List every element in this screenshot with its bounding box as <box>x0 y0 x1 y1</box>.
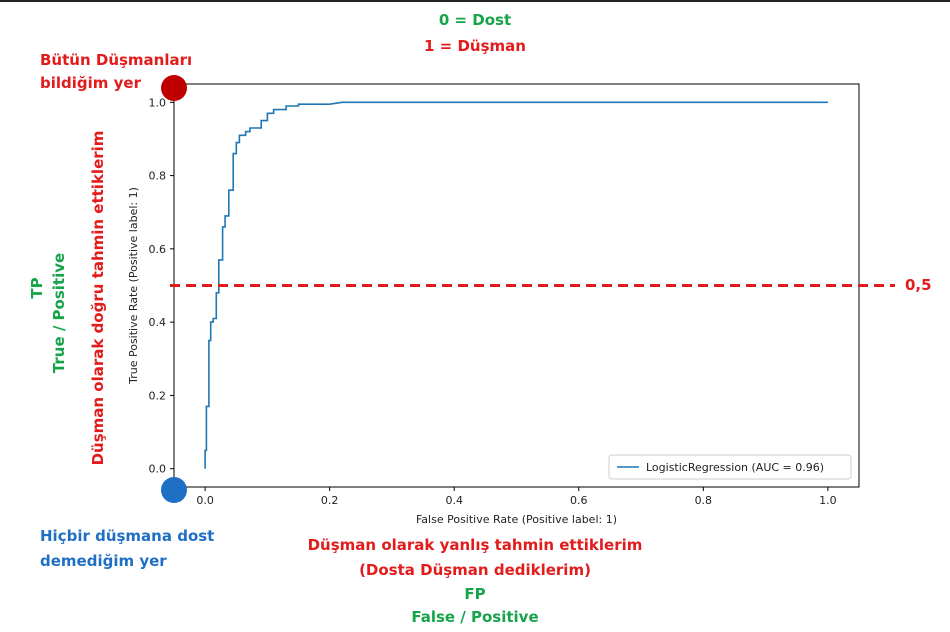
bottom-left-annotation-line2: demediğim yer <box>40 552 167 570</box>
origin-point-marker <box>161 477 187 503</box>
perfect-point-marker <box>161 75 187 101</box>
y-axis-ticks: 0.0 0.2 0.4 0.6 0.8 1.0 <box>149 96 174 476</box>
y-axis-label: True Positive Rate (Positive label: 1) <box>127 187 140 385</box>
y-tick-label: 1.0 <box>149 96 167 109</box>
x-tick-label: 0.0 <box>196 494 214 507</box>
x-axis-label: False Positive Rate (Positive label: 1) <box>416 513 617 526</box>
top-left-annotation-line1: Bütün Düşmanları <box>40 51 193 69</box>
legend-entry-label: LogisticRegression (AUC = 0.96) <box>646 461 824 474</box>
fp-label: FP <box>464 585 486 603</box>
y-tick-label: 0.6 <box>149 243 167 256</box>
y-tick-label: 0.0 <box>149 463 167 476</box>
roc-curve-line <box>204 101 828 469</box>
legend-box <box>608 454 852 480</box>
x-tick-label: 0.4 <box>445 494 463 507</box>
bottom-left-annotation-line1: Hiçbir düşmana dost <box>40 527 215 545</box>
class-legend-dost: 0 = Dost <box>438 11 512 29</box>
chart-legend: LogisticRegression (AUC = 0.96) <box>608 454 852 480</box>
x-tick-label: 0.2 <box>321 494 339 507</box>
top-left-annotation-line2: bildiğim yer <box>40 74 141 92</box>
threshold-label: 0,5 <box>905 276 932 294</box>
x-tick-label: 0.8 <box>695 494 713 507</box>
x-tick-label: 0.6 <box>570 494 588 507</box>
y-tick-label: 0.4 <box>149 316 167 329</box>
wrong-prediction-sublabel: (Dosta Düşman dediklerim) <box>359 561 591 579</box>
false-positive-label: False / Positive <box>411 608 539 626</box>
top-border-line <box>0 0 950 2</box>
y-tick-label: 0.2 <box>149 389 167 402</box>
x-tick-label: 1.0 <box>819 494 837 507</box>
plot-frame <box>173 83 860 488</box>
y-tick-label: 0.8 <box>149 170 167 183</box>
wrong-prediction-label: Düşman olarak yanlış tahmin ettiklerim <box>307 536 643 554</box>
x-axis-ticks: 0.0 0.2 0.4 0.6 0.8 1.0 <box>196 487 837 507</box>
class-legend-dusman: 1 = Düşman <box>424 37 526 55</box>
